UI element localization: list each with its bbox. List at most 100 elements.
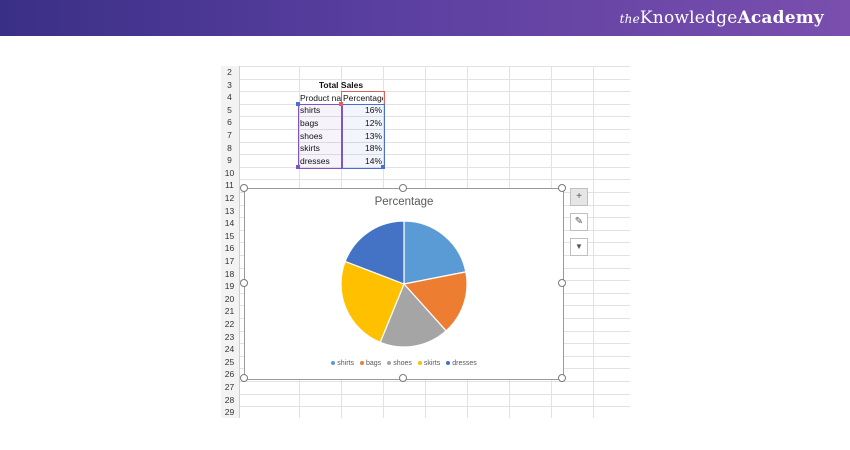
row-number[interactable]: 26 <box>224 369 235 380</box>
row-number[interactable]: 12 <box>224 193 235 203</box>
selection-range-percentages <box>341 104 385 169</box>
row-number[interactable]: 2 <box>227 67 232 77</box>
row-number[interactable]: 25 <box>224 356 235 367</box>
range-handle[interactable] <box>296 165 300 169</box>
gridline-horizontal <box>221 129 630 130</box>
product-cell[interactable]: bags <box>300 117 319 128</box>
percentage-cell[interactable]: 18% <box>364 143 382 154</box>
legend-item-shoes[interactable]: shoes <box>387 360 412 367</box>
row-number[interactable]: 18 <box>224 268 235 279</box>
row-number[interactable]: 17 <box>224 256 235 266</box>
gridline-horizontal <box>221 116 630 118</box>
resize-handle[interactable] <box>240 184 248 192</box>
legend-swatch <box>446 361 451 366</box>
table-title-cell[interactable]: Total Sales <box>318 80 364 90</box>
brand-prefix: the <box>619 12 640 26</box>
percentage-cell[interactable]: 16% <box>364 105 382 116</box>
row-number[interactable]: 14 <box>224 218 235 229</box>
chart-legend[interactable]: shirts bags shoes skirts dresses <box>245 360 563 367</box>
header-product-cell[interactable]: Product na <box>300 93 341 103</box>
product-cell[interactable]: dresses <box>300 155 330 166</box>
gridline-horizontal <box>221 179 630 181</box>
row-number[interactable]: 16 <box>224 243 235 254</box>
row-number[interactable]: 29 <box>224 407 235 418</box>
range-handle[interactable] <box>339 102 343 106</box>
pie-slice-dresses[interactable] <box>344 220 405 285</box>
percentage-cell[interactable]: 13% <box>364 130 382 141</box>
chart-title[interactable]: Percentage <box>374 196 434 208</box>
row-number[interactable]: 20 <box>224 293 235 304</box>
brand-logo: theKnowledgeAcademy <box>620 8 824 28</box>
resize-handle[interactable] <box>240 279 248 287</box>
plus-icon: + <box>576 191 582 202</box>
selection-range-products <box>298 104 343 169</box>
legend-swatch <box>387 361 392 366</box>
gridline-horizontal <box>221 91 630 93</box>
resize-handle[interactable] <box>558 374 566 382</box>
row-number[interactable]: 8 <box>227 142 232 153</box>
resize-handle[interactable] <box>240 374 248 382</box>
legend-label: bags <box>366 360 382 367</box>
brand-name-part2: Academy <box>737 8 824 28</box>
row-number[interactable]: 24 <box>224 344 235 355</box>
legend-label: dresses <box>452 360 477 367</box>
pie-slice-skirts[interactable] <box>340 260 405 344</box>
row-number[interactable]: 21 <box>224 306 235 317</box>
filter-icon: ▼ <box>575 242 583 251</box>
row-number[interactable]: 19 <box>224 281 235 292</box>
legend-label: shirts <box>337 360 354 367</box>
row-number[interactable]: 27 <box>224 382 235 392</box>
row-number[interactable]: 23 <box>224 331 235 342</box>
row-number[interactable]: 9 <box>227 155 232 166</box>
gridline-horizontal <box>221 406 630 408</box>
gridline-horizontal <box>221 381 630 382</box>
row-number[interactable]: 7 <box>227 130 232 140</box>
row-number[interactable]: 28 <box>224 394 235 405</box>
pie-slice-shoes[interactable] <box>379 282 447 348</box>
product-cell[interactable]: shoes <box>300 130 323 141</box>
product-cell[interactable]: shirts <box>300 105 321 116</box>
header-percentage-cell[interactable]: Percentage <box>343 93 383 103</box>
gridline-horizontal <box>221 66 630 67</box>
row-number[interactable]: 4 <box>227 92 232 103</box>
header-banner: theKnowledgeAcademy <box>0 0 850 36</box>
chart-filters-button[interactable]: ▼ <box>570 238 588 256</box>
legend-item-shirts[interactable]: shirts <box>331 360 354 367</box>
pie-chart[interactable]: Percentage shirts bags shoes skirts dresses <box>244 188 564 380</box>
resize-handle[interactable] <box>399 184 407 192</box>
legend-label: shoes <box>393 360 412 367</box>
row-number[interactable]: 3 <box>227 79 232 90</box>
resize-handle[interactable] <box>558 184 566 192</box>
gridline-horizontal <box>221 141 630 143</box>
gridline-horizontal <box>221 78 630 80</box>
legend-item-skirts[interactable]: skirts <box>417 360 441 367</box>
percentage-cell[interactable]: 12% <box>364 117 382 128</box>
resize-handle[interactable] <box>399 374 407 382</box>
row-number[interactable]: 10 <box>224 167 235 178</box>
legend-swatch <box>331 361 336 366</box>
chart-styles-button[interactable]: ✎ <box>570 213 588 231</box>
gridline-horizontal <box>221 393 630 395</box>
legend-swatch <box>360 361 364 366</box>
range-handle[interactable] <box>381 165 385 169</box>
row-number[interactable]: 5 <box>227 104 232 115</box>
legend-item-bags[interactable]: bags <box>360 360 381 367</box>
resize-handle[interactable] <box>558 279 566 287</box>
legend-item-dresses[interactable]: dresses <box>446 360 477 367</box>
legend-swatch <box>417 361 422 366</box>
row-number[interactable]: 15 <box>224 230 235 241</box>
chart-elements-button[interactable]: + <box>570 188 588 206</box>
range-handle[interactable] <box>296 102 300 106</box>
row-number[interactable]: 22 <box>224 319 235 329</box>
percentage-cell[interactable]: 14% <box>364 155 382 166</box>
brush-icon: ✎ <box>574 216 584 227</box>
pie-svg <box>340 220 468 348</box>
row-header-column: 2 3 4 5 6 7 8 9 10 11 12 13 14 15 16 17 18 19 20 21 22 23 24 25… <box>221 66 240 418</box>
product-cell[interactable]: skirts <box>300 143 320 154</box>
row-number[interactable]: 11 <box>225 180 234 191</box>
row-number[interactable]: 6 <box>227 117 232 128</box>
pie-slice-bags[interactable] <box>402 271 468 332</box>
pie-slice-shirts[interactable] <box>403 220 467 285</box>
row-number[interactable]: 13 <box>224 205 235 216</box>
legend-label: skirts <box>423 360 441 367</box>
